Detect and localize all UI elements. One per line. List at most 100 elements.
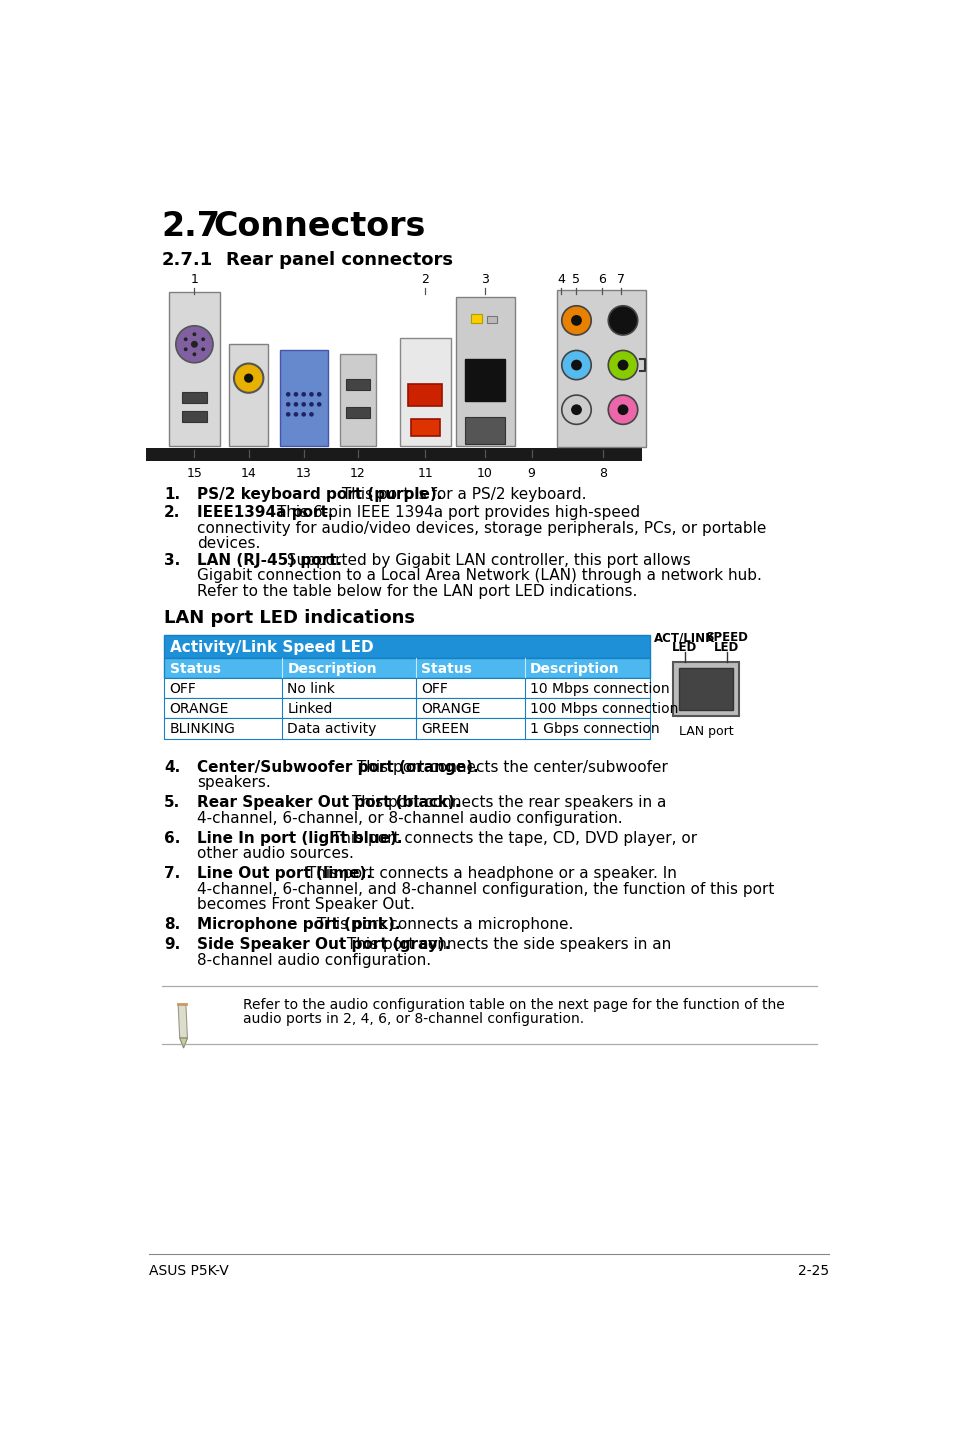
Text: 13: 13 — [295, 467, 312, 480]
Text: Connectors: Connectors — [213, 210, 426, 243]
Bar — [464, 417, 505, 443]
Circle shape — [561, 306, 591, 335]
Bar — [279, 349, 328, 446]
Text: Description: Description — [287, 663, 376, 676]
Bar — [345, 380, 370, 390]
Bar — [471, 315, 481, 324]
Text: This port is for a PS/2 keyboard.: This port is for a PS/2 keyboard. — [336, 486, 585, 502]
Text: speakers.: speakers. — [196, 775, 271, 791]
Text: LAN (RJ-45) port.: LAN (RJ-45) port. — [196, 554, 341, 568]
Text: 2.7: 2.7 — [162, 210, 221, 243]
Text: Gigabit connection to a Local Area Network (LAN) through a network hub.: Gigabit connection to a Local Area Netwo… — [196, 568, 760, 584]
Text: ORANGE: ORANGE — [170, 702, 229, 716]
Text: 3.: 3. — [164, 554, 180, 568]
Circle shape — [309, 413, 314, 417]
Text: Refer to the table below for the LAN port LED indications.: Refer to the table below for the LAN por… — [196, 584, 637, 598]
Text: Linked: Linked — [287, 702, 333, 716]
Bar — [164, 659, 649, 679]
Text: ORANGE: ORANGE — [421, 702, 480, 716]
Circle shape — [191, 341, 197, 348]
Text: 12: 12 — [350, 467, 365, 480]
Circle shape — [286, 393, 291, 397]
Circle shape — [233, 364, 263, 393]
Text: 10: 10 — [476, 467, 493, 480]
Circle shape — [184, 338, 188, 341]
Text: This port connects the side speakers in an: This port connects the side speakers in … — [341, 938, 670, 952]
Text: 1.: 1. — [164, 486, 180, 502]
Circle shape — [301, 403, 306, 407]
Circle shape — [617, 404, 628, 416]
Text: Microphone port (pink).: Microphone port (pink). — [196, 917, 400, 932]
Circle shape — [571, 315, 581, 326]
Text: This port connects a headphone or a speaker. In: This port connects a headphone or a spea… — [301, 866, 676, 881]
Text: 1 Gbps connection: 1 Gbps connection — [530, 722, 659, 736]
Text: 8: 8 — [598, 467, 606, 480]
Text: 4.: 4. — [164, 761, 180, 775]
Text: 4-channel, 6-channel, or 8-channel audio configuration.: 4-channel, 6-channel, or 8-channel audio… — [196, 811, 621, 825]
Text: connectivity for audio/video devices, storage peripherals, PCs, or portable: connectivity for audio/video devices, st… — [196, 521, 765, 535]
Text: This port connects the tape, CD, DVD player, or: This port connects the tape, CD, DVD pla… — [326, 831, 696, 846]
Text: SPEED: SPEED — [704, 631, 747, 644]
Text: 10 Mbps connection: 10 Mbps connection — [530, 682, 669, 696]
Text: OFF: OFF — [170, 682, 196, 696]
Circle shape — [617, 360, 628, 371]
Text: ACT/LINK: ACT/LINK — [654, 631, 715, 644]
Bar — [410, 418, 439, 436]
Circle shape — [608, 395, 637, 424]
Text: Status: Status — [170, 663, 220, 676]
Text: BLINKING: BLINKING — [170, 722, 235, 736]
Bar — [164, 719, 649, 739]
Text: PS/2 keyboard port (purple).: PS/2 keyboard port (purple). — [196, 486, 441, 502]
Text: 3: 3 — [480, 273, 489, 286]
Text: 2.7.1: 2.7.1 — [162, 252, 213, 269]
Text: 100 Mbps connection: 100 Mbps connection — [530, 702, 678, 716]
Circle shape — [608, 306, 637, 335]
Bar — [679, 669, 732, 710]
Bar — [340, 354, 375, 446]
Text: 4-channel, 6-channel, and 8-channel configuration, the function of this port: 4-channel, 6-channel, and 8-channel conf… — [196, 881, 773, 897]
Text: This 6-pin IEEE 1394a port provides high-speed: This 6-pin IEEE 1394a port provides high… — [272, 505, 639, 521]
Text: Supported by Gigabit LAN controller, this port allows: Supported by Gigabit LAN controller, thi… — [281, 554, 690, 568]
Text: 2.: 2. — [164, 505, 180, 521]
Polygon shape — [179, 1038, 187, 1048]
Circle shape — [608, 351, 637, 380]
Bar — [229, 344, 268, 446]
Text: This port connects the rear speakers in a: This port connects the rear speakers in … — [346, 795, 665, 811]
Circle shape — [193, 332, 196, 336]
Text: 15: 15 — [186, 467, 202, 480]
Circle shape — [184, 348, 188, 351]
Circle shape — [201, 348, 205, 351]
Text: 6.: 6. — [164, 831, 180, 846]
Circle shape — [309, 393, 314, 397]
Text: LAN port: LAN port — [678, 725, 733, 739]
Text: LED: LED — [714, 641, 739, 654]
Text: 2: 2 — [421, 273, 429, 286]
Text: other audio sources.: other audio sources. — [196, 847, 354, 861]
Circle shape — [571, 404, 581, 416]
Circle shape — [301, 413, 306, 417]
Text: devices.: devices. — [196, 536, 260, 551]
Circle shape — [301, 393, 306, 397]
Text: No link: No link — [287, 682, 335, 696]
Bar — [164, 679, 649, 699]
Circle shape — [571, 360, 581, 371]
Bar — [182, 393, 207, 403]
Text: 7: 7 — [617, 273, 625, 286]
Polygon shape — [178, 1004, 187, 1038]
Text: 14: 14 — [240, 467, 256, 480]
Text: becomes Front Speaker Out.: becomes Front Speaker Out. — [196, 897, 415, 912]
Bar — [557, 289, 645, 447]
Text: 8-channel audio configuration.: 8-channel audio configuration. — [196, 952, 431, 968]
Text: Rear Speaker Out port (black).: Rear Speaker Out port (black). — [196, 795, 459, 811]
Text: LED: LED — [672, 641, 697, 654]
Bar — [672, 663, 739, 716]
Circle shape — [193, 352, 196, 357]
Bar — [487, 316, 497, 324]
Circle shape — [286, 413, 291, 417]
Text: audio ports in 2, 4, 6, or 8-channel configuration.: audio ports in 2, 4, 6, or 8-channel con… — [243, 1012, 584, 1025]
Circle shape — [201, 338, 205, 341]
Circle shape — [286, 403, 291, 407]
Circle shape — [294, 403, 298, 407]
Circle shape — [244, 374, 253, 383]
Text: 11: 11 — [417, 467, 433, 480]
